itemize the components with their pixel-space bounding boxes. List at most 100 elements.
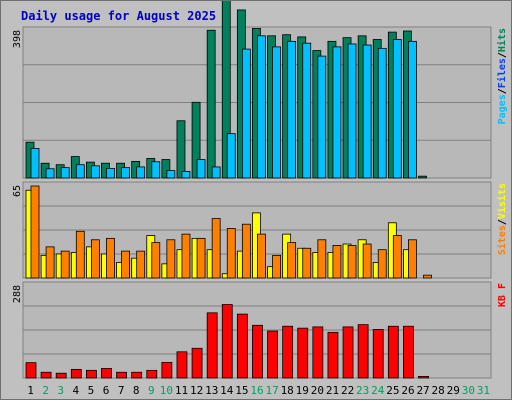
bar-kbytes-kb-f-day-8 [131,371,143,379]
day-label-9: 9 [148,384,155,397]
bar-visits-sites-day-11 [181,233,191,279]
bar-requests-files-day-23 [362,44,372,179]
bar-requests-files-day-22 [347,43,357,179]
bar-requests-files-day-3 [60,167,70,179]
bar-kbytes-kb-f-day-20 [312,326,324,379]
bar-visits-sites-day-23 [362,243,372,279]
day-label-12: 12 [190,384,203,397]
bar-visits-sites-day-24 [377,249,387,279]
bar-kbytes-kb-f-day-12 [191,347,203,379]
bar-kbytes-kb-f-day-10 [161,361,173,379]
bar-requests-files-day-21 [332,46,342,179]
legend-entry: Hits [496,28,508,52]
bar-requests-hits-day-12 [191,101,201,179]
day-label-4: 4 [73,384,80,397]
bar-kbytes-kb-f-day-16 [252,324,263,379]
bar-visits-sites-day-12 [196,237,206,279]
day-label-18: 18 [281,384,294,397]
day-label-5: 5 [88,384,95,397]
legend-entry: Sites [496,225,508,255]
day-label-29: 29 [447,384,460,397]
bar-requests-files-day-4 [75,164,85,179]
bar-visits-sites-day-14 [226,228,236,279]
bar-requests-files-day-2 [45,168,55,179]
day-label-6: 6 [103,384,110,397]
day-label-2: 2 [42,384,49,397]
bar-requests-files-day-5 [90,165,100,179]
bar-requests-hits-day-11 [176,120,186,179]
day-label-23: 23 [356,384,369,397]
bar-requests-files-day-18 [287,40,297,179]
day-label-10: 10 [160,384,173,397]
bar-visits-sites-day-6 [106,237,115,279]
bar-kbytes-kb-f-day-2 [40,371,52,379]
bar-visits-sites-day-7 [121,250,130,279]
day-label-13: 13 [205,384,218,397]
bar-visits-sites-day-15 [241,223,251,279]
panel-requests-legend: Pages/Files/Hits [496,28,508,124]
legend-entry: Visits [496,183,508,219]
bar-kbytes-kb-f-day-19 [297,327,309,379]
bar-visits-sites-day-2 [45,246,55,279]
legend-entry: KB F [497,283,508,307]
bar-requests-files-day-8 [136,166,146,179]
bar-kbytes-kb-f-day-15 [236,313,248,379]
bar-requests-files-day-15 [241,48,251,179]
day-label-19: 19 [296,384,309,397]
day-label-8: 8 [133,384,140,397]
bar-kbytes-kb-f-day-4 [70,368,82,379]
bar-requests-files-day-20 [317,55,327,179]
bar-requests-files-day-26 [408,40,417,179]
bar-requests-files-day-9 [151,161,161,179]
bar-visits-sites-day-25 [392,235,402,279]
bar-visits-sites-day-22 [347,245,357,279]
bar-visits-sites-day-18 [287,242,297,279]
day-label-31: 31 [477,384,490,397]
bar-kbytes-kb-f-day-25 [387,325,399,379]
bar-requests-files-day-25 [392,39,402,179]
bar-requests-files-day-7 [121,167,130,179]
bar-kbytes-kb-f-day-14 [221,304,233,379]
bar-kbytes-kb-f-day-5 [85,369,97,379]
bar-visits-sites-day-17 [272,254,281,279]
bar-visits-sites-day-27 [423,274,432,279]
panel-requests-ymax-label: 398 [12,30,23,48]
legend-entry: / [497,88,508,94]
legend-entry: Files [496,58,508,88]
bar-requests-files-day-17 [272,46,281,179]
bar-kbytes-kb-f-day-11 [176,351,188,379]
day-label-1: 1 [27,384,34,397]
bar-kbytes-kb-f-day-3 [55,372,67,379]
bar-visits-sites-day-26 [408,239,417,279]
day-label-26: 26 [401,384,414,397]
day-label-16: 16 [250,384,263,397]
bar-requests-hits-day-27 [418,175,427,179]
bar-kbytes-kb-f-day-7 [116,371,127,379]
bar-requests-files-day-24 [377,47,387,179]
bar-requests-files-day-11 [181,170,191,179]
panel-kbytes-legend: KB F [497,283,508,307]
day-label-28: 28 [432,384,445,397]
bar-requests-hits-day-13 [206,29,216,179]
legend-entry: Pages [497,94,508,124]
day-label-7: 7 [118,384,125,397]
bar-requests-files-day-19 [302,42,312,179]
panel-kbytes-ymax-label: 288 [12,285,23,303]
day-label-21: 21 [326,384,339,397]
day-label-11: 11 [175,384,188,397]
bar-visits-sites-day-9 [151,242,161,279]
bar-kbytes-kb-f-day-27 [418,376,429,379]
bar-requests-files-day-12 [196,159,206,179]
bar-kbytes-kb-f-day-1 [25,362,37,379]
bar-requests-files-day-1 [30,148,40,179]
day-label-25: 25 [386,384,399,397]
chart-title: Daily usage for August 2025 [21,9,216,23]
bar-visits-sites-day-10 [166,239,176,279]
bar-visits-sites-day-5 [90,239,100,279]
bar-kbytes-kb-f-day-26 [403,325,414,379]
bar-kbytes-kb-f-day-22 [342,326,354,379]
bar-requests-files-day-6 [106,167,115,179]
bar-visits-sites-day-4 [75,230,85,279]
